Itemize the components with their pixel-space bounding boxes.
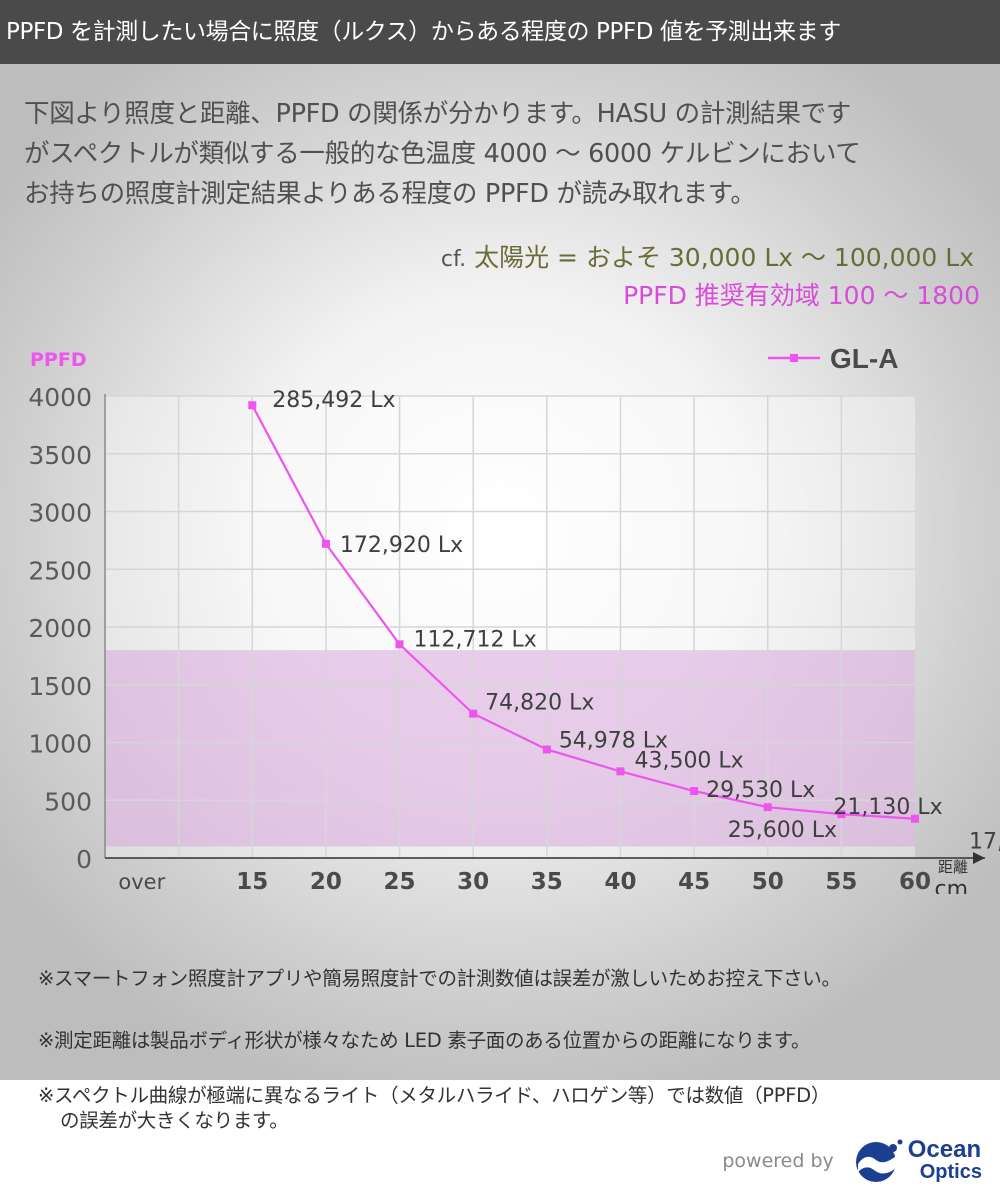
y-tick-label: 3500 — [28, 441, 92, 470]
data-label: 74,820 Lx — [485, 691, 594, 716]
recommended-band — [105, 650, 915, 847]
y-tick-label: 500 — [44, 787, 92, 816]
cf-prefix: cf. — [440, 247, 467, 272]
y-tick-label: 0 — [76, 845, 92, 874]
y-tick-label: 1500 — [28, 672, 92, 701]
note-item: ※スペクトル曲線が極端に異なるライト（メタルハライド、ハロゲン等）では数値（PP… — [38, 1083, 988, 1133]
y-tick-label: 2500 — [28, 556, 92, 585]
intro-line: 下図より照度と距離、PPFD の関係が分かります。HASU の計測結果です — [24, 99, 852, 129]
data-label: 43,500 Lx — [634, 748, 743, 773]
x-tick-label: 40 — [604, 869, 636, 894]
data-label: 21,130 Lx — [833, 795, 942, 820]
data-point — [469, 709, 478, 718]
y-tick-label: 4000 — [28, 383, 92, 412]
data-point — [395, 640, 404, 649]
note-line: の誤差が大きくなります。 — [60, 1109, 289, 1132]
data-point — [248, 401, 257, 410]
brand-name-line1: Ocean — [907, 1136, 982, 1163]
x-tick-label: over — [118, 870, 165, 894]
y-tick-label: 3000 — [28, 499, 92, 528]
note-line: ※スペクトル曲線が極端に異なるライト（メタルハライド、ハロゲン等）では数値（PP… — [38, 1084, 831, 1107]
data-label: 29,530 Lx — [706, 778, 815, 803]
content-area: 下図より照度と距離、PPFD の関係が分かります。HASU の計測結果です がス… — [0, 64, 1000, 1080]
data-label: 112,712 Lx — [414, 627, 537, 652]
ppfd-distance-chart: 4000 3500 3000 2500 2000 1500 1000 500 0 over 15 20… — [28, 343, 1000, 894]
y-tick-label: 1000 — [28, 730, 92, 759]
y-tick-label: 2000 — [28, 614, 92, 643]
note-item: ※測定距離は製品ボディ形状が様々なため LED 素子面のある位置からの距離になり… — [38, 1029, 811, 1052]
data-label: 285,492 Lx — [272, 388, 395, 413]
ocean-optics-logo: Ocean Optics — [852, 1138, 982, 1184]
brand-name-line2: Optics — [919, 1161, 982, 1183]
legend-marker — [790, 354, 798, 362]
wave-icon — [855, 1139, 903, 1182]
x-tick-label: 60 — [899, 869, 931, 894]
page-banner: PPFD を計測したい場合に照度（ルクス）からある程度の PPFD 値を予測出来… — [0, 0, 1000, 64]
intro-text: 下図より照度と距離、PPFD の関係が分かります。HASU の計測結果です がス… — [24, 94, 984, 214]
x-tick-label: 20 — [310, 869, 342, 894]
data-point — [616, 767, 625, 776]
data-point — [321, 539, 330, 548]
data-label: 54,978 Lx — [559, 728, 668, 753]
x-tick-label: 55 — [825, 869, 857, 894]
data-point — [542, 745, 551, 754]
x-axis-unit: cm — [934, 877, 968, 894]
x-tick-label: 45 — [678, 869, 710, 894]
data-point — [911, 814, 919, 823]
x-axis-title: 距離 — [938, 858, 968, 876]
legend-label: GL-A — [830, 343, 898, 374]
powered-by-text: powered by — [722, 1150, 834, 1172]
data-point — [690, 787, 699, 796]
sunlight-text: 太陽光 = およそ 30,000 Lx ～ 100,000 Lx — [474, 243, 974, 272]
x-tick-label: 25 — [384, 869, 416, 894]
data-point — [763, 803, 772, 812]
y-axis-title: PPFD — [30, 349, 87, 371]
x-tick-label: 15 — [236, 869, 268, 894]
data-label: 172,920 Lx — [340, 533, 463, 558]
series-line-gl-a — [251, 404, 916, 820]
x-tick-label: 30 — [457, 869, 489, 894]
notes-list: ※スマートフォン照度計アプリや簡易照度計での計測数値は誤差が激しいためお控え下さ… — [38, 962, 988, 1086]
sunlight-reference: cf. 太陽光 = およそ 30,000 Lx ～ 100,000 Lx — [441, 238, 974, 274]
note-item: ※スマートフォン照度計アプリや簡易照度計での計測数値は誤差が激しいためお控え下さ… — [38, 967, 841, 990]
intro-line: お持ちの照度計測定結果よりある程度の PPFD が読み取れます。 — [24, 179, 756, 209]
x-tick-label: 35 — [531, 869, 563, 894]
footer: powered by Ocean Optics — [722, 1138, 982, 1184]
x-axis-arrow — [973, 852, 985, 864]
x-tick-label: 50 — [752, 869, 784, 894]
ppfd-recommended-range: PPFD 推奨有効域 100 ～ 1800 — [623, 281, 980, 310]
intro-line: がスペクトルが類似する一般的な色温度 4000 ～ 6000 ケルビンにおいて — [24, 139, 861, 169]
data-label: 17,745 Lx — [969, 830, 1000, 855]
data-point — [837, 810, 846, 819]
data-label: 25,600 Lx — [728, 818, 837, 843]
